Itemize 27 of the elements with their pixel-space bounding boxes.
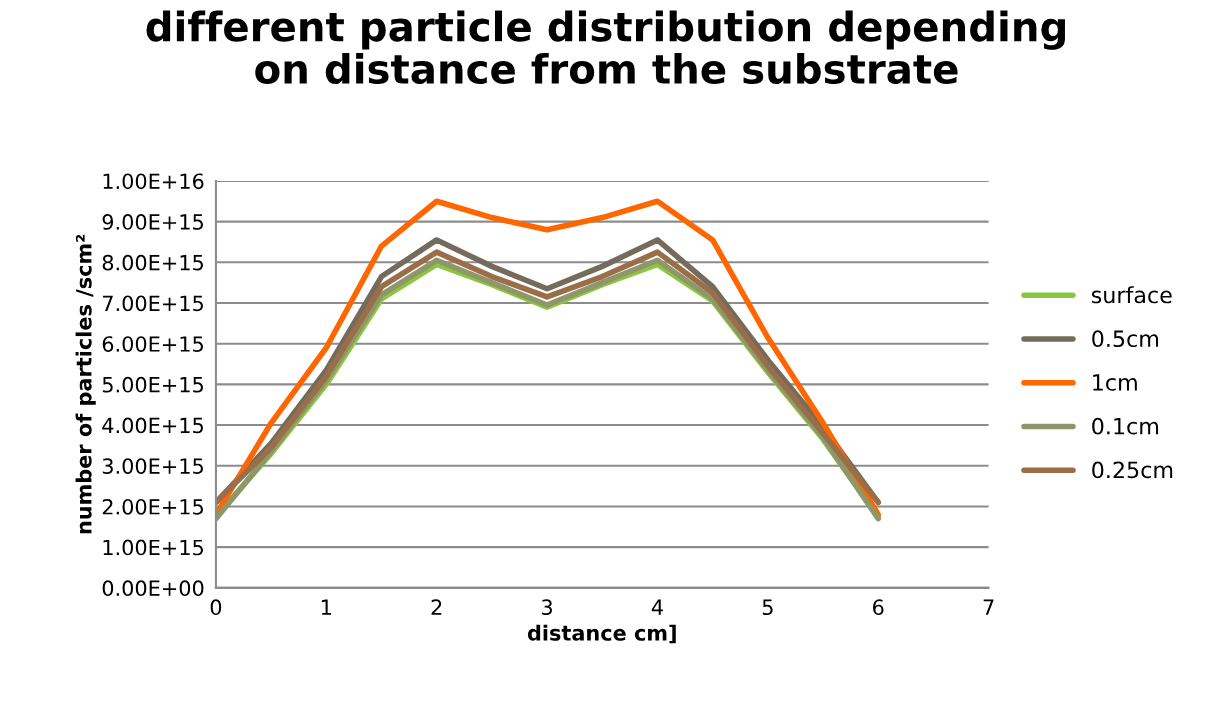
y-tick-label: 1.00E+16 xyxy=(103,173,204,190)
y-tick-label: 9.00E+15 xyxy=(102,214,203,230)
y-tick-label: 6.00E+15 xyxy=(102,336,203,352)
y-tick-label: 0.00E+00 xyxy=(102,580,204,597)
chart-title: different particle distribution depending on distance from the substrate xyxy=(146,10,1065,85)
y-tick-label: 4.00E+15 xyxy=(102,417,203,434)
y-tick-label: 7.00E+15 xyxy=(102,295,203,312)
legend-label: 0.5cm xyxy=(1092,330,1159,348)
y-axis-title: number of particles /scm² xyxy=(75,234,96,534)
y-tick-label: 8.00E+15 xyxy=(102,254,203,271)
x-tick-label: 5 xyxy=(762,599,773,616)
y-tick-label: 3.00E+15 xyxy=(102,458,203,474)
x-tick-label: 0 xyxy=(210,599,222,616)
legend-label: 0.1cm xyxy=(1092,417,1159,435)
x-axis-title: distance cm] xyxy=(527,624,676,644)
x-tick-label: 2 xyxy=(431,599,442,615)
y-tick-label: 1.00E+15 xyxy=(103,539,203,556)
legend-label: 0.25cm xyxy=(1092,461,1173,479)
y-tick-label: 5.00E+15 xyxy=(102,376,203,393)
x-tick-label: 7 xyxy=(983,599,994,615)
x-tick-label: 1 xyxy=(321,599,331,615)
x-tick-label: 4 xyxy=(651,599,663,615)
x-tick-label: 3 xyxy=(542,599,553,616)
legend-label: surface xyxy=(1091,286,1172,304)
x-tick-label: 6 xyxy=(873,599,884,616)
legend-label: 1cm xyxy=(1093,374,1137,391)
y-tick-label: 2.00E+15 xyxy=(102,498,203,515)
